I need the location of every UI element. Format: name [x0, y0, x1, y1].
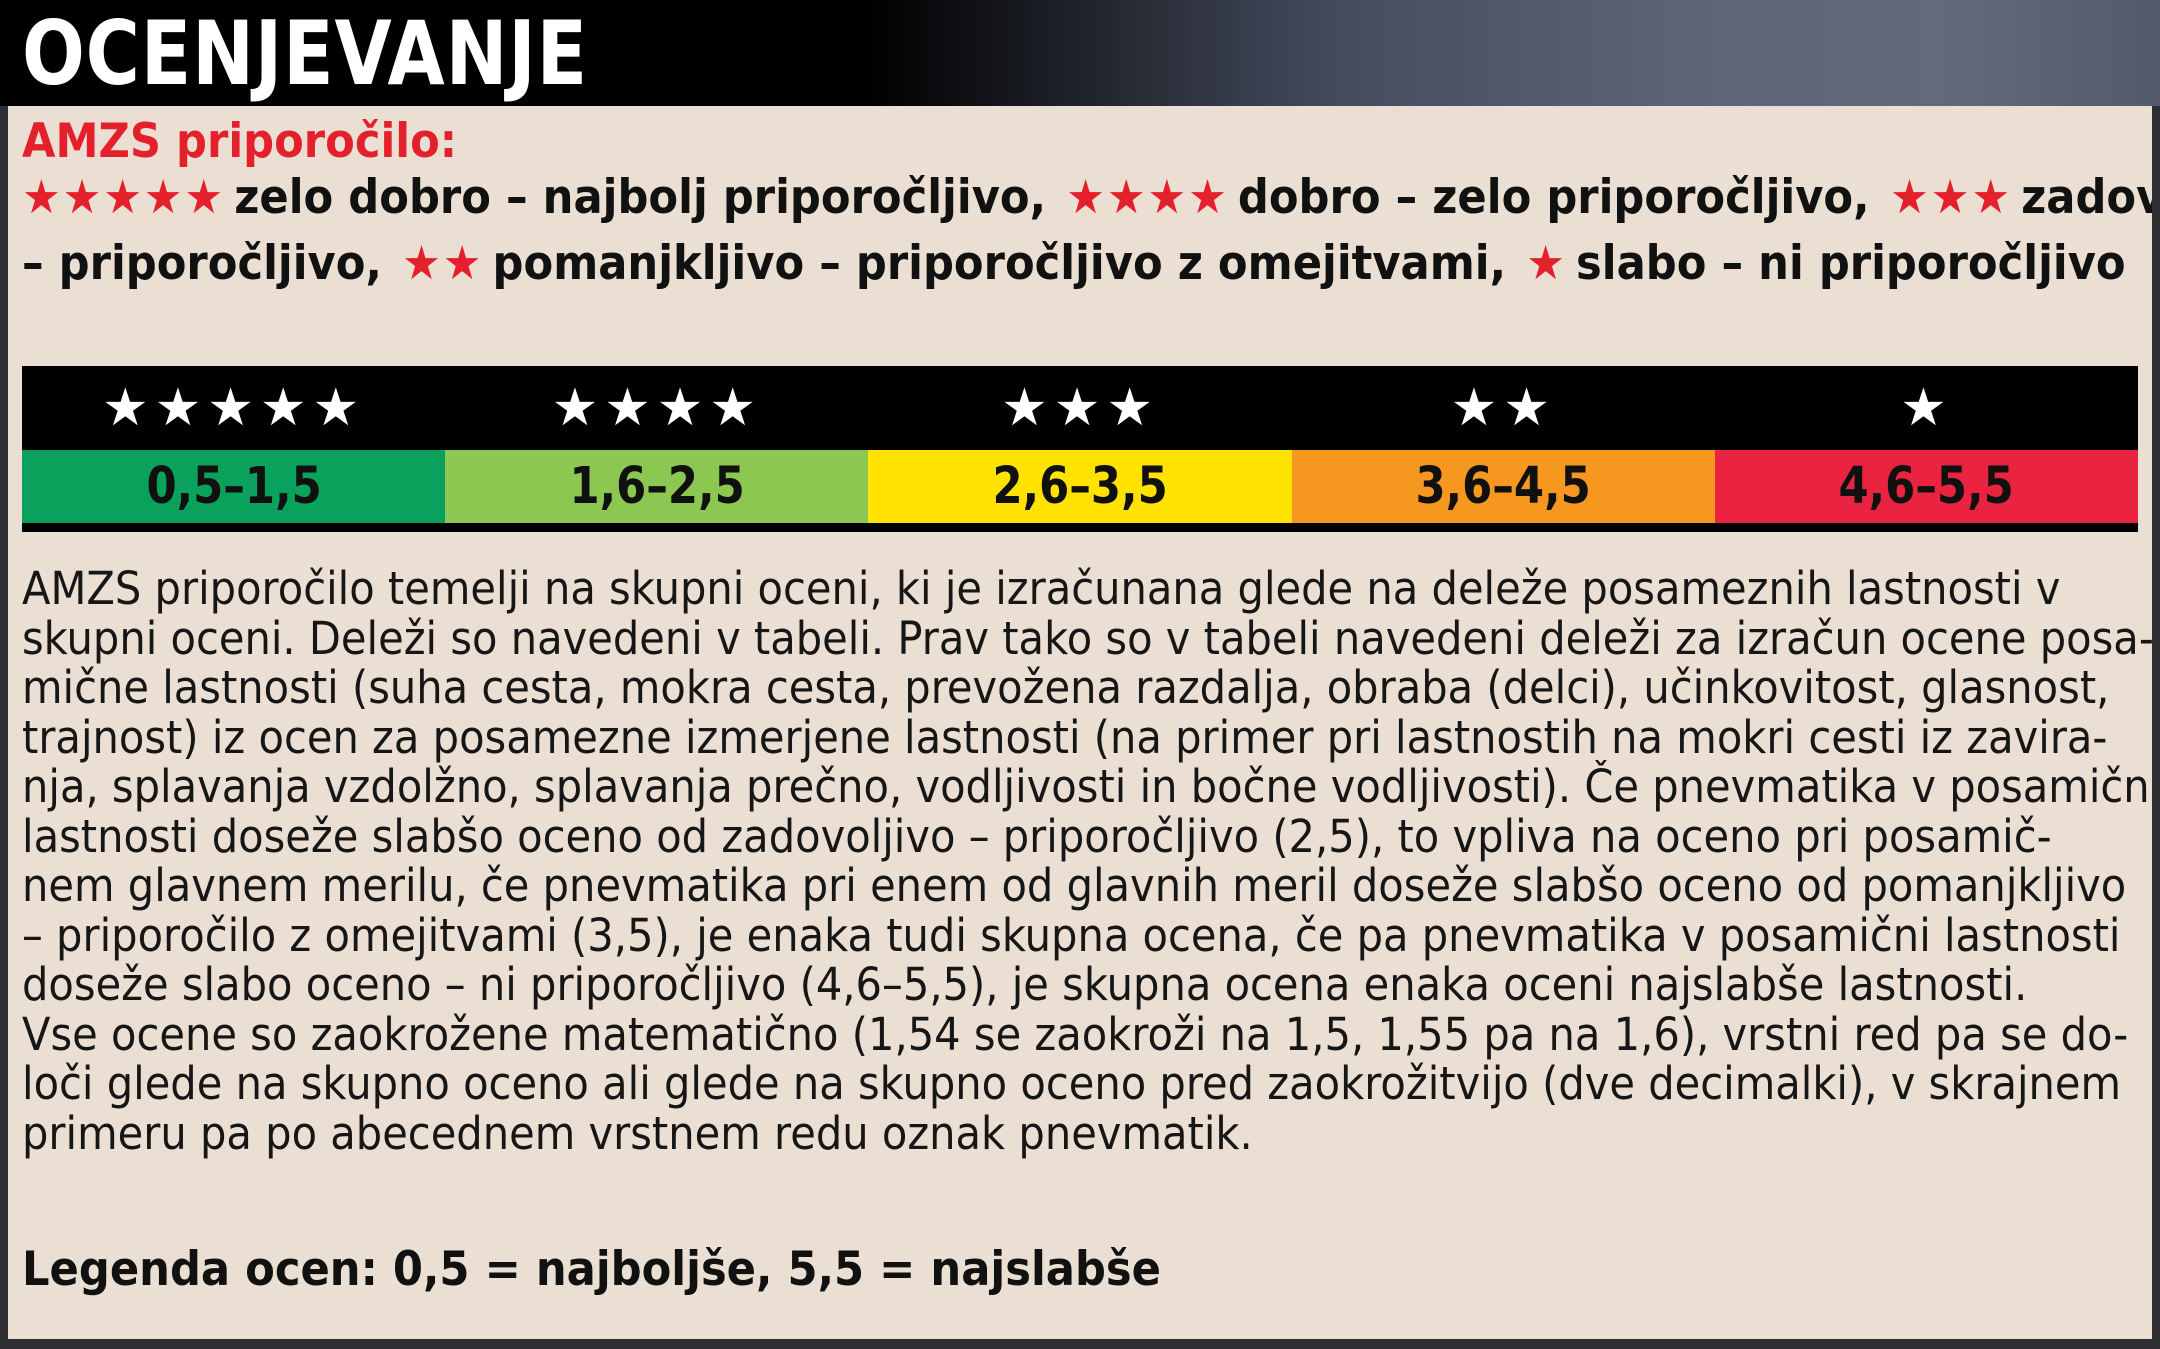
five-star-label: zelo dobro – najbolj priporočljivo,: [234, 170, 1047, 225]
range-value: 1,6–2,5: [569, 457, 745, 516]
paragraph-line: skupni oceni. Deleži so navedeni v tabel…: [22, 611, 2152, 665]
paragraph-line: lastnosti doseže slabšo oceno od zadovol…: [22, 809, 2052, 863]
table-bottom-rule: [22, 523, 2138, 532]
rating-scale-range-row: 0,5–1,5 1,6–2,5 2,6–3,5 3,6–4,5 4,6–5,5: [22, 450, 2139, 523]
range-value: 0,5–1,5: [145, 457, 322, 516]
range-cell-red: 4,6–5,5: [1714, 450, 2139, 523]
range-cell-yellow: 2,6–3,5: [868, 450, 1292, 523]
page-title: OCENJEVANJE: [22, 1, 588, 105]
score-legend-text: Legenda ocen: 0,5 = najboljše, 5,5 = naj…: [22, 1242, 1161, 1297]
rating-scale-star-row: ★★★★★ ★★★★ ★★★ ★★ ★: [22, 366, 2138, 450]
score-legend: Legenda ocen: 0,5 = najboljše, 5,5 = naj…: [22, 1242, 1260, 1297]
three-star-icon: ★★★: [1890, 170, 2012, 225]
one-star-label: slabo – ni priporočljivo: [1576, 236, 2126, 291]
two-star-label: pomanjkljivo – priporočljivo z omejitvam…: [492, 236, 1507, 291]
four-star-label: dobro – zelo priporočljivo,: [1237, 170, 1870, 225]
five-star-icon: ★★★★★: [22, 170, 226, 225]
stars-1-icon: ★: [1900, 378, 1953, 438]
paragraph-line: primeru pa po abecednem vrstnem redu ozn…: [22, 1106, 1253, 1160]
amzs-recommendation-heading: AMZS priporočilo:: [22, 114, 495, 169]
paragraph-line: Vse ocene so zaokrožene matematično (1,5…: [22, 1007, 2129, 1061]
paragraph-line: mične lastnosti (suha cesta, mokra cesta…: [22, 661, 2110, 714]
paragraph-line: loči glede na skupno oceno ali glede na …: [22, 1057, 2122, 1110]
amzs-recommendation-heading-text: AMZS priporočilo:: [22, 114, 458, 169]
range-value: 2,6–3,5: [992, 457, 1168, 516]
paragraph-line: AMZS priporočilo temelji na skupni oceni…: [22, 562, 2061, 615]
explanation-paragraph: AMZS priporočilo temelji na skupni oceni…: [22, 564, 2152, 1158]
one-star-icon: ★: [1526, 236, 1567, 291]
stars-1-cell: ★: [1715, 366, 2138, 450]
range-cell-lightgreen: 1,6–2,5: [445, 450, 869, 523]
range-cell-orange: 3,6–4,5: [1291, 450, 1715, 523]
star-legend-line-2: – priporočljivo, ★★ pomanjkljivo – priporo…: [22, 236, 2152, 291]
stars-4-icon: ★★★★: [551, 378, 763, 438]
stars-3-icon: ★★★: [1001, 378, 1159, 438]
stars-4-cell: ★★★★: [445, 366, 868, 450]
paragraph-line: – priporočilo z omejitvami (3,5), je ena…: [22, 908, 2121, 962]
stars-3-cell: ★★★: [868, 366, 1291, 450]
paragraph-line: nem glavnem merilu, če pnevmatika pri en…: [22, 859, 2127, 912]
stars-2-cell: ★★: [1292, 366, 1715, 450]
title-bar: OCENJEVANJE: [0, 0, 2160, 106]
three-star-label-part2: – priporočljivo,: [22, 236, 382, 291]
range-value: 3,6–4,5: [1415, 457, 1591, 516]
four-star-icon: ★★★★: [1066, 170, 1229, 225]
range-value: 4,6–5,5: [1838, 457, 2015, 516]
content-area: AMZS priporočilo: ★★★★★ zelo dobro – najb…: [8, 106, 2152, 1339]
rating-scale-table: ★★★★★ ★★★★ ★★★ ★★ ★ 0,5–1,5 1,6–2,5 2,6–…: [22, 366, 2139, 532]
two-star-icon: ★★: [402, 236, 484, 291]
three-star-label-part1: zadovoljivo: [2021, 170, 2152, 225]
paragraph-line: doseže slabo oceno – ni priporočljivo (4…: [22, 958, 2028, 1011]
star-legend-line-1: ★★★★★ zelo dobro – najbolj priporočljivo,…: [22, 170, 2152, 225]
stars-5-icon: ★★★★★: [102, 378, 366, 438]
paragraph-line: nja, splavanja vzdolžno, splavanja prečn…: [22, 760, 2152, 813]
stars-2-icon: ★★: [1450, 378, 1556, 438]
range-cell-green: 0,5–1,5: [22, 450, 446, 523]
paragraph-line: trajnost) iz ocen za posamezne izmerjene…: [22, 710, 2108, 764]
stars-5-cell: ★★★★★: [22, 366, 445, 450]
